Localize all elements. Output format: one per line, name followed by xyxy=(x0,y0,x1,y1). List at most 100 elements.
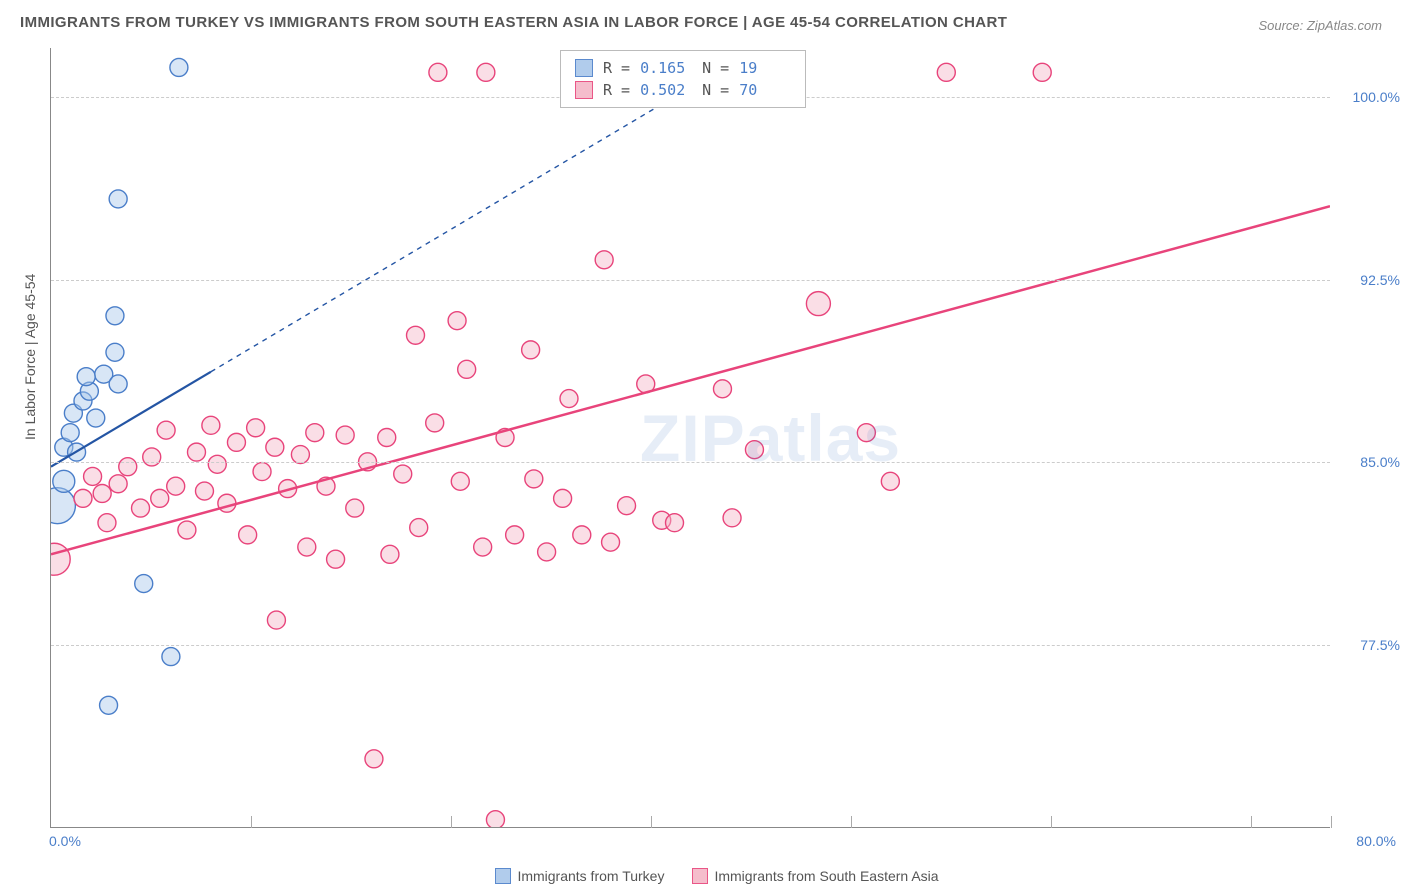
data-point-sea xyxy=(151,489,169,507)
legend-swatch-turkey xyxy=(575,59,593,77)
data-point-sea xyxy=(202,416,220,434)
data-point-sea xyxy=(602,533,620,551)
data-point-sea xyxy=(93,485,111,503)
data-point-sea xyxy=(381,545,399,563)
legend-swatch-sea xyxy=(575,81,593,99)
data-point-sea xyxy=(253,463,271,481)
data-point-sea xyxy=(298,538,316,556)
data-point-sea xyxy=(496,429,514,447)
data-point-turkey xyxy=(74,392,92,410)
legend-swatch-sea xyxy=(692,868,708,884)
trend-line-turkey xyxy=(51,372,211,467)
data-point-sea xyxy=(538,543,556,561)
data-point-turkey xyxy=(51,488,75,524)
gridline-vertical xyxy=(651,816,652,828)
data-point-turkey xyxy=(61,424,79,442)
data-point-sea xyxy=(267,611,285,629)
x-tick-label: 0.0% xyxy=(49,833,81,849)
data-point-sea xyxy=(806,292,830,316)
data-point-turkey xyxy=(100,696,118,714)
data-point-sea xyxy=(426,414,444,432)
data-point-sea xyxy=(713,380,731,398)
data-point-turkey xyxy=(170,58,188,76)
data-point-sea xyxy=(637,375,655,393)
series-legend: Immigrants from Turkey Immigrants from So… xyxy=(0,868,1406,884)
data-point-sea xyxy=(279,480,297,498)
data-point-sea xyxy=(239,526,257,544)
data-point-sea xyxy=(98,514,116,532)
data-point-sea xyxy=(187,443,205,461)
data-point-sea xyxy=(336,426,354,444)
gridline-vertical xyxy=(1251,816,1252,828)
data-point-sea xyxy=(218,494,236,512)
data-point-sea xyxy=(306,424,324,442)
trend-line-sea xyxy=(51,206,1330,554)
data-point-sea xyxy=(560,390,578,408)
data-point-turkey xyxy=(53,470,75,492)
gridline-vertical xyxy=(851,816,852,828)
gridline-horizontal xyxy=(51,645,1330,646)
data-point-sea xyxy=(653,511,671,529)
data-point-turkey xyxy=(162,648,180,666)
gridline-vertical xyxy=(1331,816,1332,828)
y-tick-label: 100.0% xyxy=(1340,89,1400,105)
stats-n-label: N = xyxy=(702,59,729,77)
data-point-sea xyxy=(486,811,504,827)
data-point-sea xyxy=(506,526,524,544)
stats-legend-box: R = 0.165N = 19R = 0.502N = 70 xyxy=(560,50,806,108)
data-point-sea xyxy=(346,499,364,517)
gridline-vertical xyxy=(251,816,252,828)
data-point-sea xyxy=(74,489,92,507)
data-point-sea xyxy=(474,538,492,556)
data-point-sea xyxy=(327,550,345,568)
legend-swatch-turkey xyxy=(495,868,511,884)
data-point-turkey xyxy=(87,409,105,427)
data-point-sea xyxy=(723,509,741,527)
y-tick-label: 77.5% xyxy=(1340,637,1400,653)
y-tick-label: 85.0% xyxy=(1340,454,1400,470)
data-point-sea xyxy=(132,499,150,517)
data-point-turkey xyxy=(109,190,127,208)
data-point-sea xyxy=(937,63,955,81)
gridline-horizontal xyxy=(51,462,1330,463)
data-point-sea xyxy=(266,438,284,456)
data-point-sea xyxy=(157,421,175,439)
data-point-sea xyxy=(195,482,213,500)
data-point-sea xyxy=(51,543,70,575)
stats-n-value: 70 xyxy=(739,81,791,99)
data-point-sea xyxy=(227,433,245,451)
data-point-sea xyxy=(378,429,396,447)
data-point-turkey xyxy=(135,575,153,593)
data-point-turkey xyxy=(95,365,113,383)
y-axis-label: In Labor Force | Age 45-54 xyxy=(22,274,38,440)
data-point-sea xyxy=(365,750,383,768)
data-point-turkey xyxy=(106,307,124,325)
data-point-turkey xyxy=(68,443,86,461)
data-point-sea xyxy=(458,360,476,378)
data-point-sea xyxy=(522,341,540,359)
data-point-sea xyxy=(247,419,265,437)
gridline-vertical xyxy=(451,816,452,828)
legend-label-turkey: Immigrants from Turkey xyxy=(517,868,664,884)
source-credit: Source: ZipAtlas.com xyxy=(1258,18,1382,33)
legend-label-sea: Immigrants from South Eastern Asia xyxy=(714,868,938,884)
data-point-sea xyxy=(448,312,466,330)
data-point-sea xyxy=(208,455,226,473)
stats-n-label: N = xyxy=(702,81,729,99)
data-point-turkey xyxy=(109,375,127,393)
chart-container: IMMIGRANTS FROM TURKEY VS IMMIGRANTS FRO… xyxy=(0,0,1406,892)
data-point-sea xyxy=(291,446,309,464)
data-point-sea xyxy=(857,424,875,442)
chart-svg xyxy=(51,48,1330,827)
x-tick-label: 80.0% xyxy=(1356,833,1396,849)
stats-r-label: R = xyxy=(603,59,630,77)
data-point-sea xyxy=(407,326,425,344)
data-point-sea xyxy=(394,465,412,483)
data-point-sea xyxy=(317,477,335,495)
data-point-sea xyxy=(573,526,591,544)
stats-r-label: R = xyxy=(603,81,630,99)
y-tick-label: 92.5% xyxy=(1340,272,1400,288)
stats-row-turkey: R = 0.165N = 19 xyxy=(575,57,791,79)
data-point-sea xyxy=(451,472,469,490)
stats-r-value: 0.165 xyxy=(640,59,692,77)
